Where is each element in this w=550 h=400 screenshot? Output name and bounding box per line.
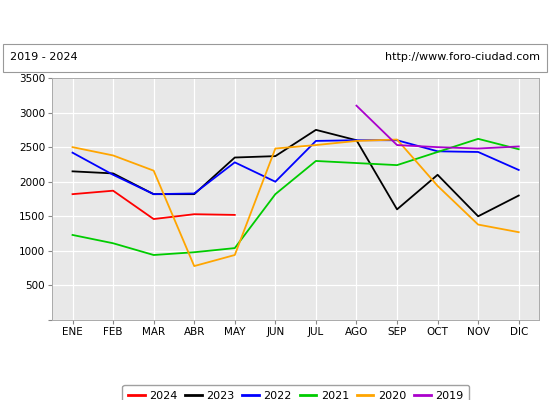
Legend: 2024, 2023, 2022, 2021, 2020, 2019: 2024, 2023, 2022, 2021, 2020, 2019: [123, 385, 469, 400]
Text: Evolucion Nº Turistas Nacionales en el municipio de Venta de Baños: Evolucion Nº Turistas Nacionales en el m…: [20, 14, 530, 28]
Text: 2019 - 2024: 2019 - 2024: [10, 52, 78, 62]
Text: http://www.foro-ciudad.com: http://www.foro-ciudad.com: [385, 52, 540, 62]
